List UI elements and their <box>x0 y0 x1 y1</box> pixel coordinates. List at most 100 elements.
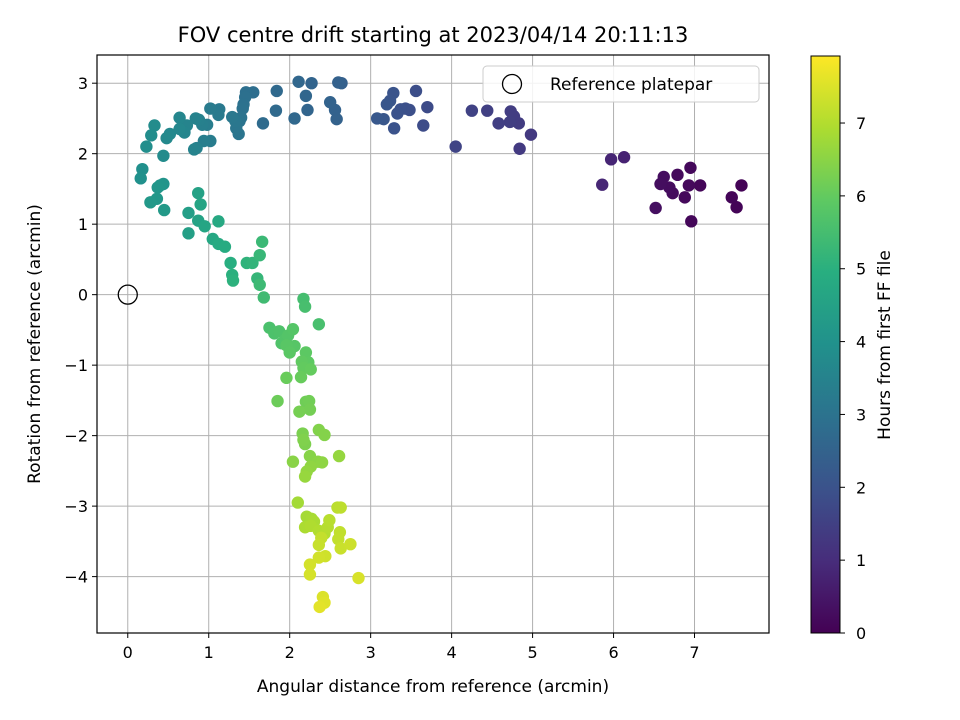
data-point <box>617 151 631 164</box>
data-point <box>286 455 300 468</box>
x-tick-label: 0 <box>123 643 133 662</box>
data-point <box>253 278 266 291</box>
y-axis-ticks: −4 −3 −2 −1 0 1 2 3 <box>64 74 97 587</box>
data-point <box>236 102 249 115</box>
legend-marker-icon <box>501 73 523 95</box>
colorbar-tick-label: 2 <box>856 478 866 497</box>
data-point <box>140 140 153 153</box>
data-point <box>318 428 331 442</box>
data-point <box>182 227 195 240</box>
data-point <box>270 84 283 98</box>
y-tick-label: −1 <box>64 356 88 375</box>
y-tick-label: −3 <box>64 497 88 516</box>
x-tick-label: 6 <box>608 643 618 662</box>
x-axis-label: Angular distance from reference (arcmin) <box>257 677 609 697</box>
data-point <box>654 177 667 191</box>
legend-label: Reference platepar <box>550 75 712 95</box>
data-point <box>283 346 296 359</box>
data-point <box>218 240 232 253</box>
data-point <box>391 107 404 120</box>
data-point <box>649 201 662 215</box>
data-point <box>304 363 317 376</box>
colorbar-tick-label: 3 <box>856 405 866 424</box>
y-tick-label: −4 <box>64 568 88 587</box>
data-point <box>380 98 394 111</box>
data-point <box>685 215 698 228</box>
data-point <box>303 568 317 581</box>
data-point <box>334 501 347 514</box>
data-point <box>409 84 423 98</box>
data-point <box>481 104 494 117</box>
y-tick-label: 3 <box>78 74 88 93</box>
data-point <box>145 129 158 142</box>
data-point <box>735 179 748 192</box>
data-point <box>301 103 314 117</box>
data-point <box>157 149 170 162</box>
y-tick-label: 0 <box>78 286 88 305</box>
data-point <box>492 117 505 130</box>
data-point <box>344 537 357 551</box>
data-point <box>596 178 609 191</box>
x-tick-label: 2 <box>285 643 295 662</box>
data-point <box>151 181 164 194</box>
data-point <box>312 538 326 552</box>
data-point <box>158 203 171 217</box>
data-point <box>253 248 266 262</box>
data-point <box>312 551 326 564</box>
data-point <box>160 131 173 145</box>
data-point <box>189 112 202 125</box>
legend-box <box>482 65 760 103</box>
data-point <box>303 558 317 571</box>
x-tick-label: 7 <box>689 643 699 662</box>
data-point <box>148 119 161 132</box>
x-tick-label: 5 <box>527 643 537 662</box>
data-point <box>297 433 310 447</box>
data-point <box>255 235 269 248</box>
data-point <box>503 115 517 129</box>
chart-title: FOV centre drift starting at 2023/04/14 … <box>178 23 689 47</box>
data-point <box>465 104 479 117</box>
reference-marker <box>117 284 138 305</box>
data-point <box>291 496 304 509</box>
x-tick-label: 3 <box>366 643 376 662</box>
data-point <box>198 220 211 233</box>
data-point <box>305 76 318 90</box>
data-point <box>226 274 240 287</box>
x-axis-ticks: 0 1 2 3 4 5 6 7 <box>123 633 700 662</box>
legend: Reference platepar <box>482 65 760 103</box>
data-point <box>671 168 684 182</box>
data-point <box>144 196 157 209</box>
data-point <box>182 206 195 220</box>
data-point <box>292 75 305 88</box>
data-point <box>298 300 312 313</box>
colorbar-tick-label: 4 <box>856 333 866 352</box>
data-point <box>187 143 201 156</box>
data-point <box>323 96 337 109</box>
grid-lines <box>97 55 769 633</box>
data-point <box>226 110 239 124</box>
data-point <box>294 370 308 384</box>
data-point <box>604 153 618 166</box>
data-point <box>192 186 205 200</box>
data-point <box>212 215 225 228</box>
colorbar-label: Hours from first FF file <box>875 250 895 440</box>
data-point <box>678 191 691 204</box>
colorbar-tick-label: 7 <box>856 114 866 133</box>
data-point <box>204 102 217 115</box>
data-points <box>134 75 748 614</box>
data-point <box>330 112 343 126</box>
data-point <box>682 179 696 192</box>
data-point <box>315 456 329 469</box>
data-point <box>293 405 306 418</box>
colorbar: 0 1 2 3 4 5 6 7 Hours from first FF file <box>810 55 895 643</box>
data-point <box>332 76 345 89</box>
x-tick-label: 1 <box>204 643 214 662</box>
data-point <box>256 117 270 130</box>
data-point <box>334 542 347 555</box>
data-point <box>313 600 326 614</box>
data-point <box>684 161 697 174</box>
data-point <box>288 112 301 125</box>
data-point <box>271 394 284 408</box>
data-point <box>370 112 384 125</box>
